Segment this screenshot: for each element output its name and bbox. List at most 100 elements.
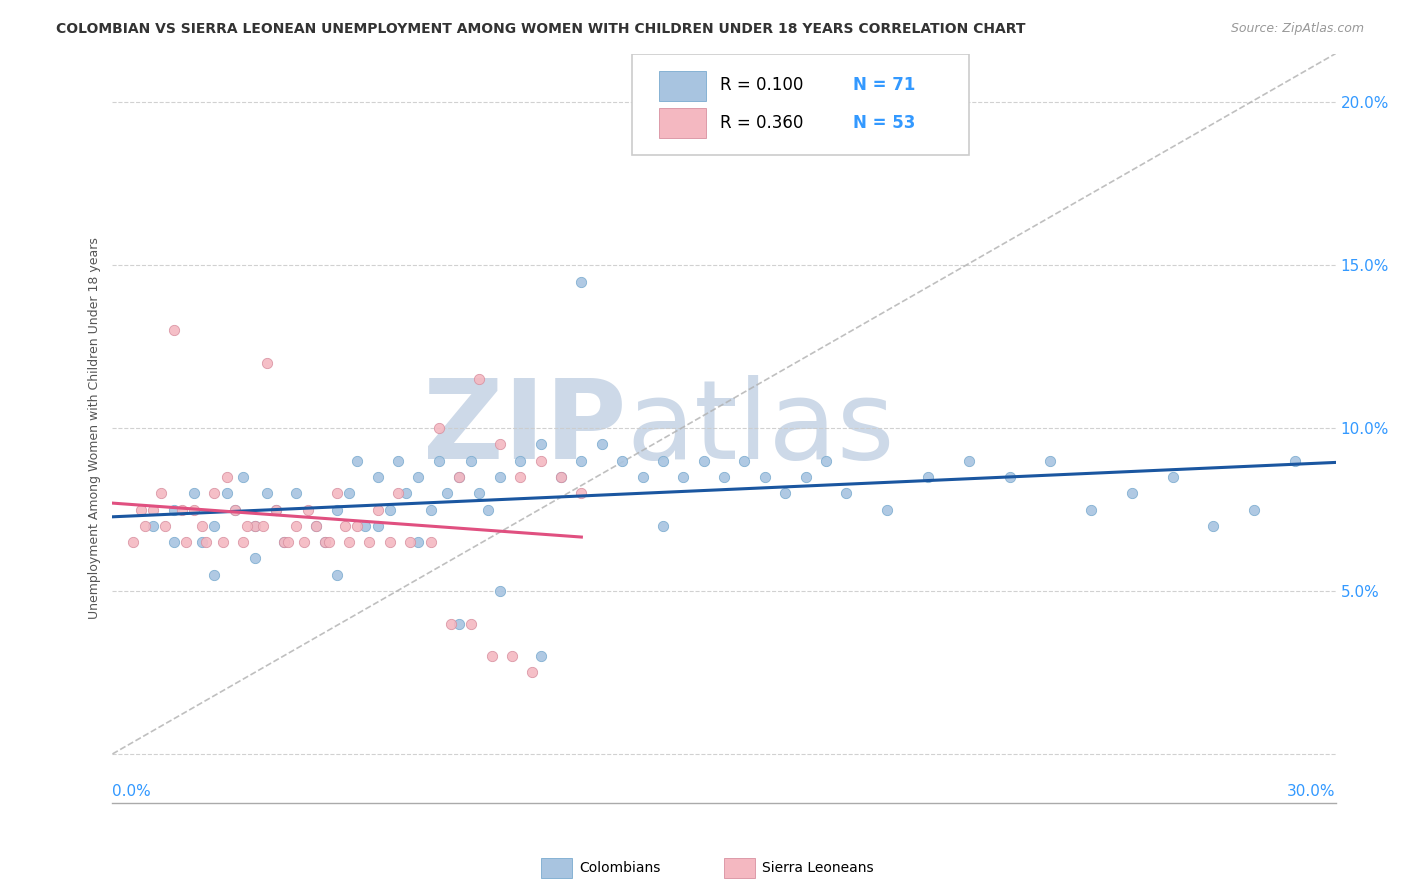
Point [378,502,401,516]
Point [122,535,145,549]
Point [477,502,499,516]
Point [754,470,776,484]
Point [378,535,401,549]
Point [468,486,491,500]
Point [318,535,340,549]
Point [387,454,409,468]
Point [876,502,898,516]
Point [366,470,388,484]
Point [232,470,254,484]
Point [693,454,716,468]
Point [571,486,593,500]
Point [366,519,388,533]
Point [191,519,214,533]
Point [314,535,336,549]
Point [224,502,246,516]
Point [163,323,186,337]
Point [501,649,523,664]
Point [297,502,319,516]
Text: COLOMBIAN VS SIERRA LEONEAN UNEMPLOYMENT AMONG WOMEN WITH CHILDREN UNDER 18 YEAR: COLOMBIAN VS SIERRA LEONEAN UNEMPLOYMENT… [56,22,1026,37]
Point [346,519,368,533]
Point [440,616,463,631]
Text: R = 0.100: R = 0.100 [720,76,804,94]
Point [134,519,156,533]
Point [509,454,531,468]
Text: Sierra Leoneans: Sierra Leoneans [762,861,873,875]
Point [1161,470,1184,484]
Point [256,356,278,370]
Point [236,519,259,533]
Point [460,616,482,631]
Point [245,519,267,533]
Point [571,454,593,468]
Y-axis label: Unemployment Among Women with Children Under 18 years: Unemployment Among Women with Children U… [89,237,101,619]
Point [170,502,193,516]
Text: 30.0%: 30.0% [1288,784,1336,799]
Point [359,535,381,549]
Point [408,470,430,484]
Point [326,502,349,516]
Point [591,437,613,451]
Point [183,502,205,516]
Point [284,486,308,500]
Point [387,486,409,500]
Point [775,486,797,500]
Point [346,454,368,468]
Point [522,665,544,680]
Text: ZIP: ZIP [423,375,626,482]
Point [155,519,177,533]
Point [245,551,267,566]
FancyBboxPatch shape [633,54,969,154]
Point [550,470,572,484]
Text: R = 0.360: R = 0.360 [720,114,804,132]
Point [366,502,388,516]
Point [256,486,278,500]
Point [245,519,267,533]
Point [436,486,458,500]
Point [204,567,226,582]
Point [163,502,186,516]
Point [1243,502,1265,516]
Point [917,470,939,484]
Point [460,454,482,468]
Point [273,535,295,549]
Point [284,519,308,533]
Point [447,616,470,631]
Point [337,486,360,500]
Point [550,470,572,484]
Point [1202,519,1225,533]
Point [652,519,675,533]
Point [489,437,512,451]
Point [215,486,238,500]
Point [264,502,287,516]
Text: Source: ZipAtlas.com: Source: ZipAtlas.com [1230,22,1364,36]
Point [354,519,377,533]
Point [215,470,238,484]
Point [427,421,450,435]
Point [292,535,315,549]
Point [277,535,299,549]
Point [408,535,430,549]
Point [1284,454,1306,468]
Point [333,519,356,533]
Point [150,486,173,500]
Point [529,437,551,451]
Text: Colombians: Colombians [579,861,661,875]
Point [998,470,1021,484]
Bar [659,108,706,138]
Point [468,372,491,386]
Point [610,454,633,468]
Point [273,535,295,549]
Point [183,486,205,500]
Point [571,275,593,289]
Point [427,454,450,468]
Text: 0.0%: 0.0% [112,784,152,799]
Point [631,470,654,484]
Point [204,519,226,533]
Point [713,470,735,484]
Point [481,649,503,664]
Point [815,454,838,468]
Point [672,470,695,484]
Point [1121,486,1143,500]
Point [957,454,980,468]
